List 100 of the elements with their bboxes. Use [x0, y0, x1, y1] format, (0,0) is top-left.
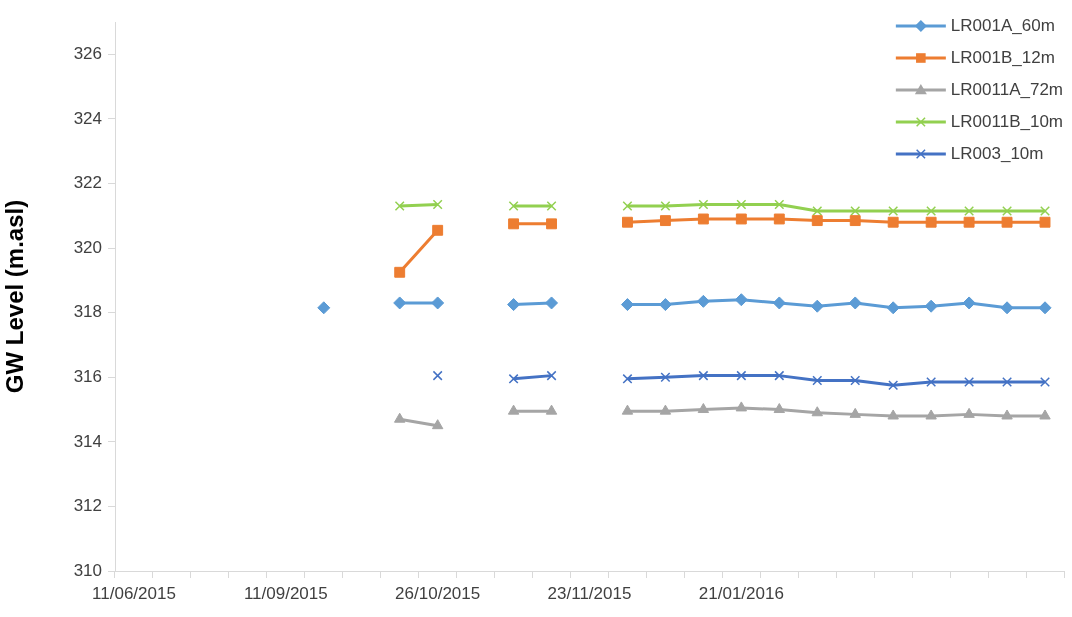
point: [963, 216, 975, 228]
point: [507, 404, 520, 415]
point: [659, 404, 672, 415]
point: [848, 296, 862, 310]
point: [772, 296, 786, 310]
legend-label: LR0011B_10m: [950, 111, 1063, 131]
point: [849, 407, 861, 418]
x-tick-label: 21/01/2016: [698, 583, 784, 603]
y-tick-label: 322: [73, 173, 102, 193]
point: [659, 215, 671, 227]
point: [1039, 216, 1051, 228]
point: [508, 201, 519, 212]
point: [393, 296, 407, 310]
point: [850, 205, 861, 216]
point: [1040, 205, 1051, 216]
y-tick-label: 324: [73, 108, 102, 128]
point: [432, 370, 443, 381]
x-tick-label: 11/09/2015: [243, 583, 328, 603]
point: [774, 199, 785, 210]
point: [621, 404, 634, 415]
point: [850, 375, 861, 386]
point: [698, 199, 709, 210]
point: [394, 412, 406, 423]
point: [660, 372, 671, 383]
point: [508, 373, 519, 384]
point: [811, 215, 823, 227]
point: [964, 205, 975, 216]
point: [810, 299, 824, 313]
point: [545, 296, 559, 310]
point: [773, 213, 785, 225]
point: [1000, 301, 1014, 315]
point: [622, 216, 633, 228]
legend-label: LR0011A_72m: [950, 79, 1063, 99]
point: [546, 370, 557, 381]
point: [963, 407, 975, 418]
point: [545, 404, 558, 415]
point: [431, 296, 445, 310]
legend-label: LR001A_60m: [950, 15, 1055, 35]
y-axis-title: GW Level (m.asl): [1, 199, 29, 394]
point: [697, 213, 709, 225]
point: [734, 293, 748, 307]
point: [432, 224, 444, 236]
point: [697, 403, 710, 414]
y-tick-label: 316: [73, 366, 102, 386]
point: [735, 401, 748, 412]
point: [887, 409, 899, 420]
point: [773, 403, 785, 414]
legend-label: LR001B_12m: [950, 47, 1055, 67]
point: [546, 218, 557, 230]
point: [698, 370, 709, 381]
point: [812, 375, 823, 386]
legend-label: LR003_10m: [950, 143, 1044, 163]
point: [886, 301, 900, 315]
point: [849, 215, 861, 227]
point: [1001, 409, 1013, 420]
point: [432, 199, 443, 210]
point: [888, 380, 899, 391]
point: [1039, 409, 1051, 420]
point: [925, 409, 937, 420]
y-tick-label: 310: [73, 560, 102, 580]
point: [964, 377, 975, 388]
y-tick-label: 314: [73, 431, 102, 451]
point: [1002, 377, 1013, 388]
point: [394, 266, 406, 278]
y-tick-label: 312: [73, 496, 102, 516]
point: [888, 205, 899, 216]
point: [1038, 301, 1052, 315]
point: [925, 216, 937, 228]
y-tick-label: 320: [73, 237, 102, 257]
point: [924, 299, 938, 313]
point: [546, 201, 557, 212]
y-tick-label: 318: [73, 302, 102, 322]
point: [622, 373, 633, 384]
point: [736, 370, 747, 381]
point: [926, 377, 937, 388]
x-tick-label: 23/11/2015: [547, 583, 632, 603]
point: [1040, 377, 1051, 388]
point: [926, 205, 937, 216]
point: [1001, 216, 1013, 228]
point: [696, 294, 710, 308]
point: [1002, 205, 1013, 216]
point: [812, 205, 823, 216]
x-tick-label: 26/10/2015: [395, 583, 481, 603]
y-tick-label: 326: [73, 43, 102, 63]
point: [658, 298, 672, 312]
x-tick-label: 11/06/2015: [92, 583, 176, 603]
point: [431, 419, 444, 430]
point: [394, 201, 405, 212]
point: [962, 296, 976, 310]
point: [317, 301, 331, 315]
point: [811, 406, 823, 417]
point: [620, 298, 634, 312]
point: [774, 370, 785, 381]
point: [622, 201, 633, 212]
point: [735, 213, 747, 225]
point: [736, 199, 747, 210]
point: [508, 218, 520, 230]
point: [507, 298, 521, 312]
point: [887, 216, 899, 228]
point: [660, 201, 671, 212]
